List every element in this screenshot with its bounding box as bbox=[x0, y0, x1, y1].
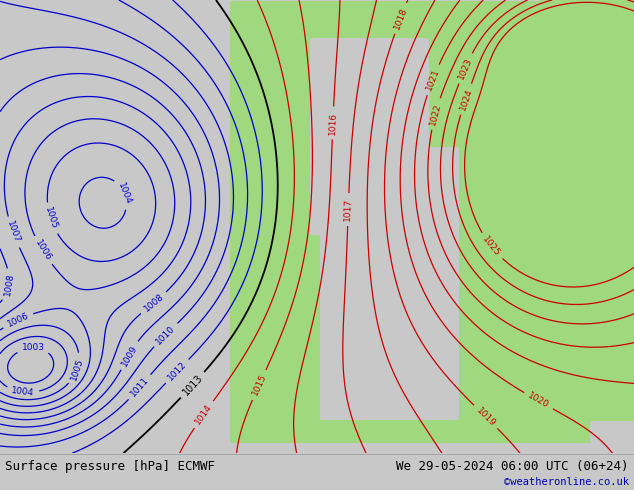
Text: 1013: 1013 bbox=[181, 372, 205, 397]
Text: 1011: 1011 bbox=[129, 376, 151, 399]
Text: 1024: 1024 bbox=[458, 87, 474, 111]
Text: 1019: 1019 bbox=[474, 406, 497, 428]
Text: 1003: 1003 bbox=[22, 343, 44, 353]
Text: 1007: 1007 bbox=[5, 220, 22, 245]
Text: 1004: 1004 bbox=[116, 181, 133, 206]
Text: 1006: 1006 bbox=[6, 311, 30, 329]
Text: 1009: 1009 bbox=[120, 343, 139, 368]
Text: 1018: 1018 bbox=[392, 6, 409, 30]
Text: 1015: 1015 bbox=[250, 372, 268, 397]
Text: 1016: 1016 bbox=[328, 111, 338, 135]
Text: ©weatheronline.co.uk: ©weatheronline.co.uk bbox=[504, 477, 629, 487]
Text: 1020: 1020 bbox=[526, 392, 551, 411]
Text: 1005: 1005 bbox=[43, 206, 58, 231]
Text: 1010: 1010 bbox=[154, 323, 177, 346]
Text: 1005: 1005 bbox=[69, 357, 85, 381]
Text: 1008: 1008 bbox=[142, 292, 165, 314]
Text: 1025: 1025 bbox=[481, 235, 502, 258]
Text: Surface pressure [hPa] ECMWF: Surface pressure [hPa] ECMWF bbox=[5, 460, 215, 473]
Text: 1021: 1021 bbox=[425, 68, 441, 92]
Text: 1022: 1022 bbox=[428, 102, 443, 126]
Text: 1004: 1004 bbox=[11, 386, 35, 398]
Text: 1012: 1012 bbox=[166, 360, 188, 383]
Text: 1006: 1006 bbox=[33, 239, 53, 263]
Text: 1008: 1008 bbox=[3, 272, 15, 297]
Text: 1017: 1017 bbox=[344, 198, 353, 221]
Text: 1023: 1023 bbox=[456, 56, 474, 81]
Text: We 29-05-2024 06:00 UTC (06+24): We 29-05-2024 06:00 UTC (06+24) bbox=[396, 460, 629, 473]
Text: 1014: 1014 bbox=[193, 403, 214, 426]
